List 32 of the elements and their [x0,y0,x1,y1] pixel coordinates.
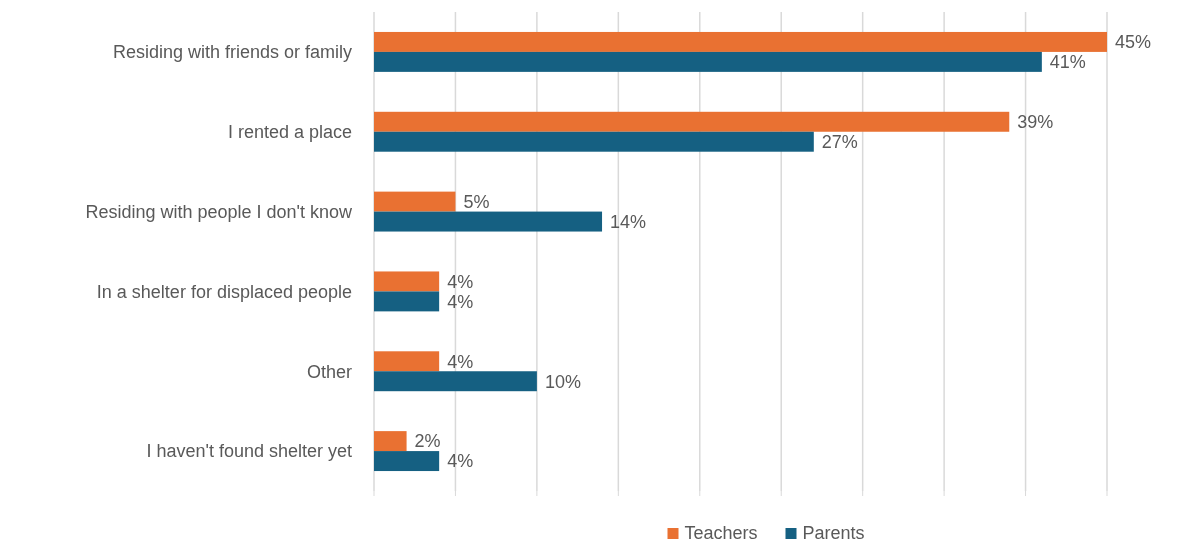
y-tick-label: I rented a place [227,122,352,143]
y-tick-label: In a shelter for displaced people [96,281,352,302]
bar [374,271,440,292]
data-label: 5% [463,191,490,212]
data-label: 4% [447,351,474,372]
data-label: 10% [544,371,581,392]
data-label: 39% [1017,112,1054,133]
y-tick-label: I haven't found shelter yet [146,441,352,462]
bar [374,131,814,152]
legend-label: Parents [802,523,865,543]
bar [374,211,603,232]
bar [374,111,1010,132]
data-label: 41% [1049,52,1086,73]
bar [374,51,1042,72]
data-label: 45% [1115,32,1152,53]
data-label: 4% [447,451,474,472]
bar [374,191,456,212]
y-tick-label: Other [306,361,352,382]
bar [374,371,537,392]
data-label: 4% [447,291,474,312]
data-label: 14% [610,211,647,232]
y-tick-label: Residing with friends or family [112,42,352,63]
data-label: 2% [414,431,441,452]
bar [374,431,407,452]
data-label: 4% [447,271,474,292]
bar [374,351,440,372]
legend-label: Teachers [684,523,758,543]
bar [374,291,440,312]
y-tick-label: Residing with people I don't know [85,201,353,222]
bar [374,31,1107,52]
data-label: 27% [821,132,858,153]
bar [374,451,440,472]
